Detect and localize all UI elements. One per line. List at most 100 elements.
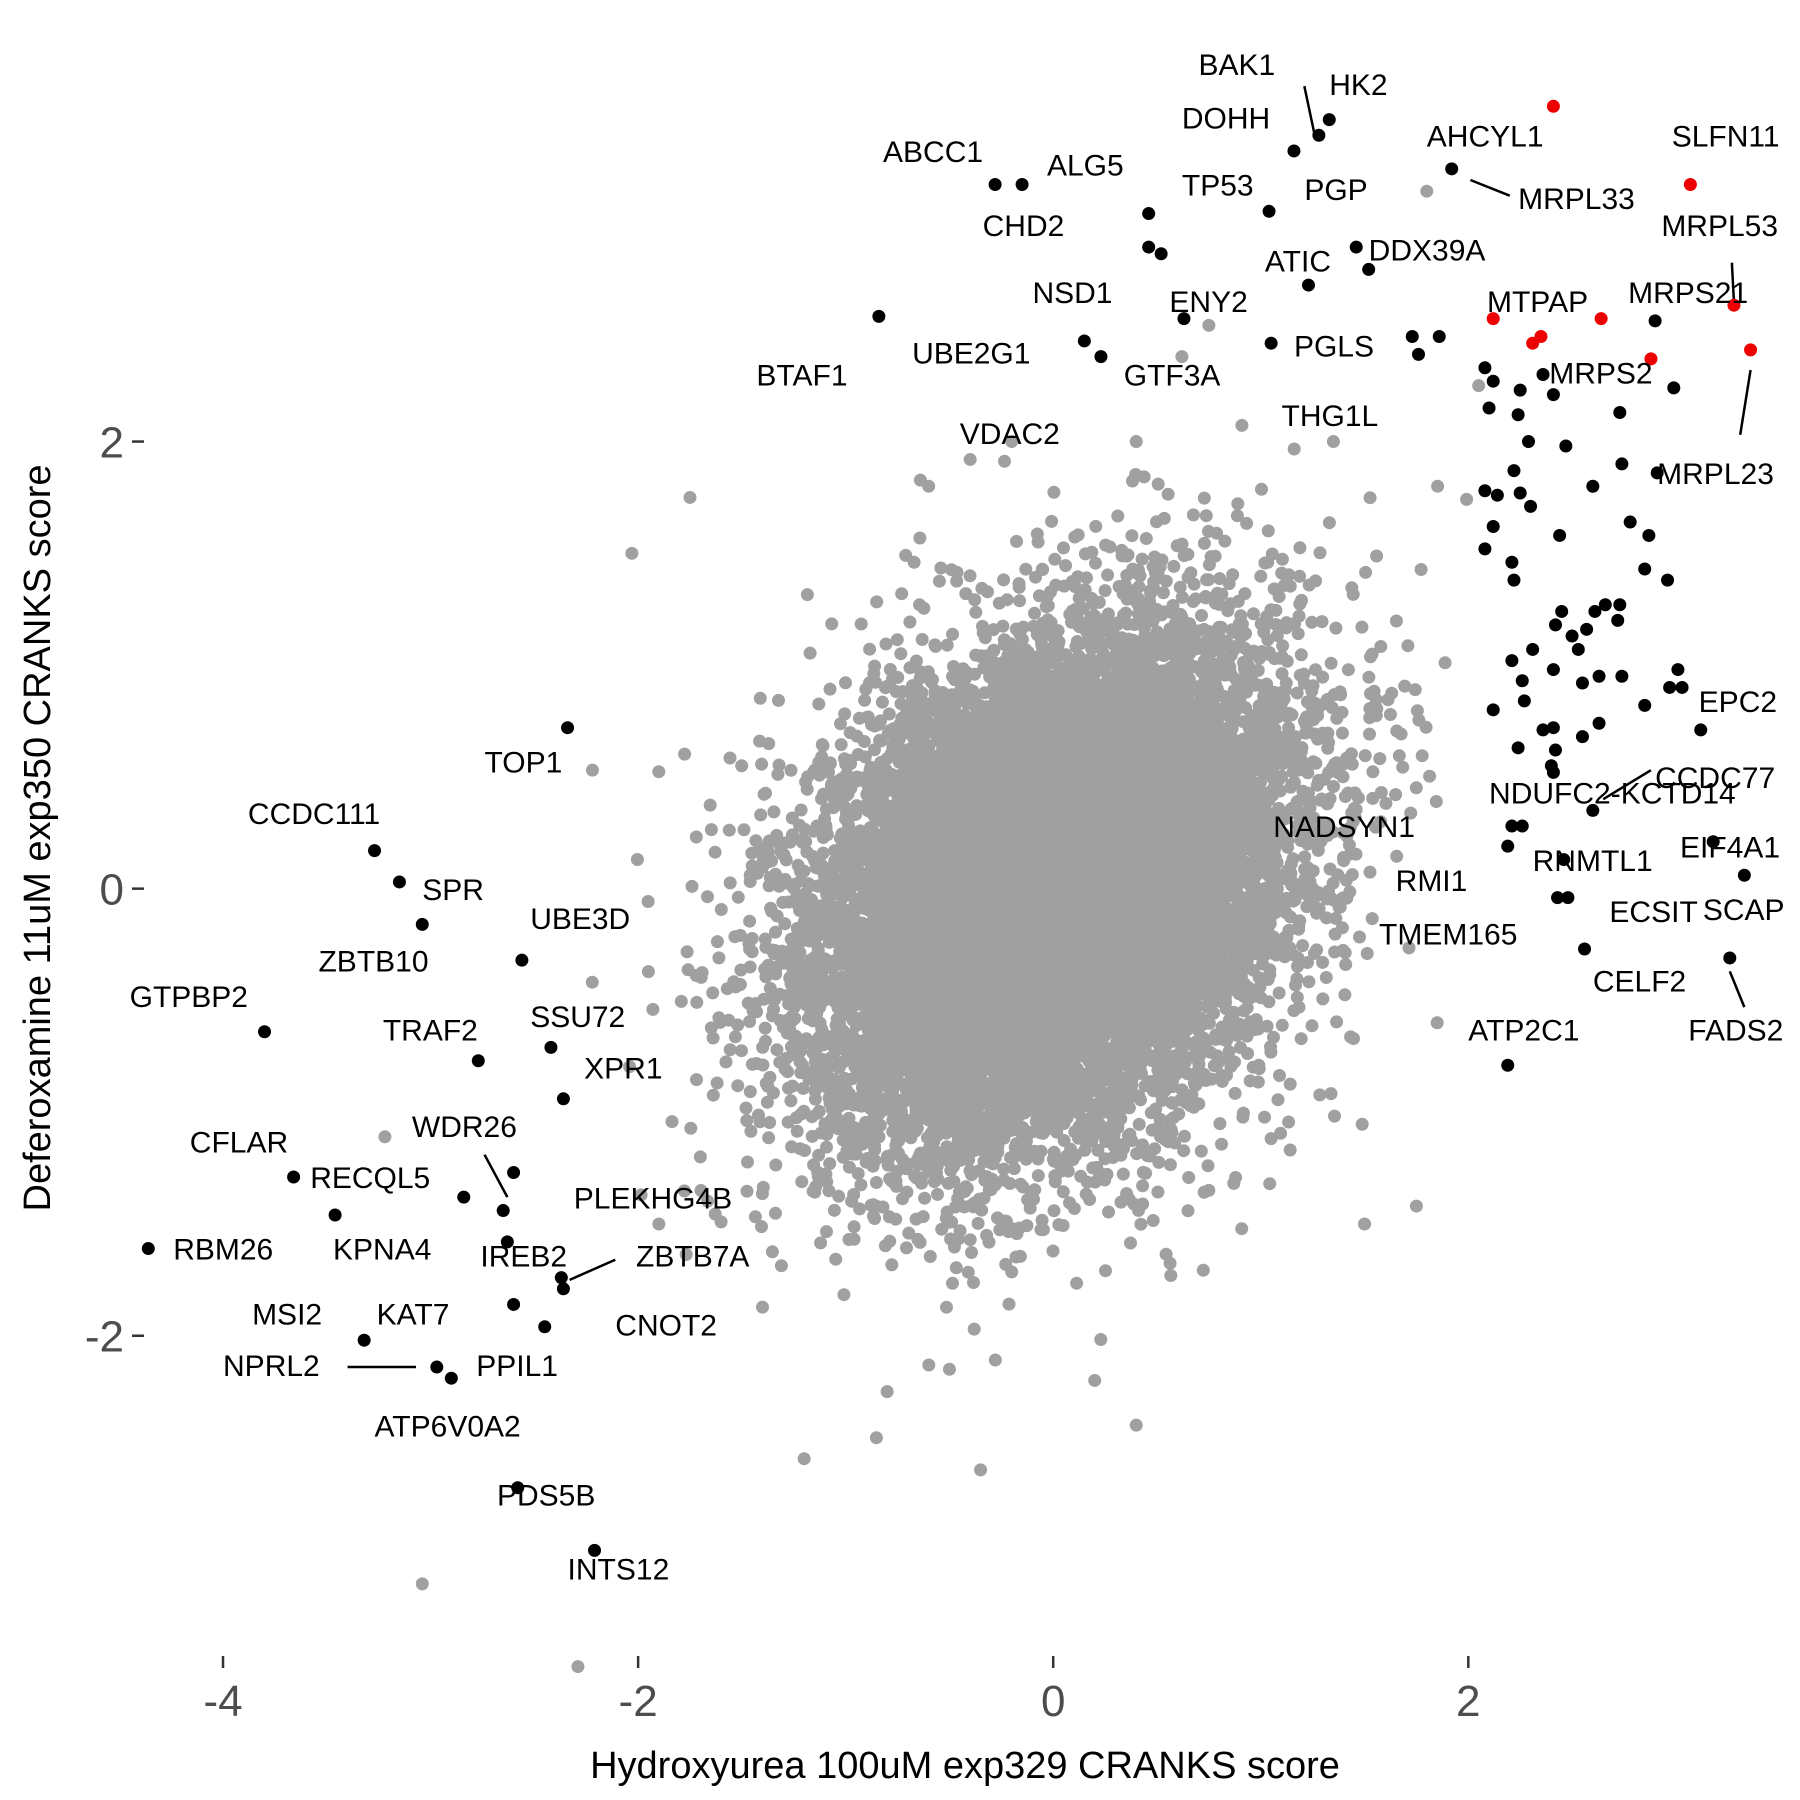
gene-label: DOHH [1182,103,1270,136]
gene-label: XPR1 [584,1053,662,1086]
y-axis-title: Deferoxamine 11uM exp350 CRANKS score [17,465,59,1212]
data-point [1482,401,1496,415]
background-point [797,1452,811,1466]
gene-label: FADS2 [1688,1015,1783,1048]
background-point [880,1385,894,1399]
gene-label: SPR [422,874,484,907]
data-point [1287,144,1301,158]
gene-label: PGP [1304,174,1367,207]
data-point [1675,680,1689,694]
data-point [1094,350,1108,364]
data-point [1548,743,1562,757]
data-point [538,1320,552,1334]
data-point [1405,329,1419,343]
gene-label: CCDC111 [248,798,380,831]
data-point [141,1242,155,1256]
data-point [1536,367,1550,381]
background-point [683,490,697,504]
data-point [1142,240,1156,254]
gene-label: DDX39A [1369,234,1486,267]
data-point [1727,298,1741,312]
gene-label: WDR26 [412,1111,517,1144]
data-point [1177,312,1191,326]
data-point [1526,642,1540,656]
data-point [1683,177,1697,191]
background-point [1175,350,1189,364]
gene-label: MTPAP [1487,286,1588,319]
background-point [1088,1373,1102,1387]
data-point [368,844,382,858]
data-point [1546,721,1560,735]
gene-label: PPIL1 [476,1350,558,1383]
x-tick-label: 0 [1041,1677,1065,1726]
data-point [1507,464,1521,478]
highlighted-points [141,99,1758,1557]
gene-labels: BAK1 HK2 DOHH ABCC1 ALG5 AHCYL1 SLFN11 TP53 PGP M… [130,49,1785,1586]
background-points [378,184,1486,1674]
data-point [988,177,1002,191]
gene-label: RBM26 [173,1234,273,1267]
data-point [1536,723,1550,737]
data-point [1588,604,1602,618]
data-point [1723,951,1737,965]
background-point [1472,379,1486,393]
data-point [1507,573,1521,587]
data-point [507,1166,521,1180]
data-point [1638,562,1652,576]
data-point [1501,1058,1515,1072]
data-point [258,1025,272,1039]
background-point [1202,318,1216,332]
data-point [500,1235,514,1249]
data-point [1513,486,1527,500]
gene-label: MRPS21 [1628,277,1748,310]
gene-label: HK2 [1329,69,1387,102]
data-point [1478,542,1492,556]
gene-label: TMEM165 [1379,919,1517,952]
gene-label: SSU72 [530,1001,625,1034]
data-point [1521,435,1535,449]
gene-label: TOP1 [485,746,563,779]
data-point [1737,868,1751,882]
gene-label: VDAC2 [960,418,1060,451]
gene-label: INTS12 [568,1553,670,1586]
data-point [1524,499,1538,513]
data-point [1505,555,1519,569]
gene-label: GTF3A [1124,360,1221,393]
data-point [1694,723,1708,737]
gene-label: ECSIT [1609,896,1697,929]
y-tick-label: 0 [100,866,124,915]
data-point [496,1204,510,1218]
gene-label: KAT7 [377,1299,450,1332]
data-point [1349,240,1363,254]
x-tick-label: 2 [1456,1677,1480,1726]
x-axis-title: Hydroxyurea 100uM exp329 CRANKS score [590,1745,1340,1787]
gene-label: CNOT2 [615,1310,717,1343]
data-point [1515,674,1529,688]
data-point [1142,207,1156,221]
gene-label: UBE3D [530,903,630,936]
data-point [1432,329,1446,343]
data-point [1501,839,1515,853]
data-point [1667,381,1681,395]
data-point [544,1040,558,1054]
data-point [1551,891,1565,905]
data-point [392,875,406,889]
data-point [1586,479,1600,493]
data-point [1598,598,1612,612]
data-point [1262,204,1276,218]
gene-label: RECQL5 [310,1162,430,1195]
gene-label: ATIC [1265,246,1331,279]
gene-label: NADSYN1 [1273,811,1415,844]
data-point [1517,694,1531,708]
gene-label: ABCC1 [883,136,983,169]
gene-label: NPRL2 [223,1350,320,1383]
gene-label: RMI1 [1396,865,1468,898]
data-point [1490,488,1504,502]
leader-line [569,1258,616,1281]
gene-label: SLFN11 [1672,120,1780,153]
gene-label: UBE2G1 [912,337,1030,370]
background-point [1129,435,1143,449]
x-tick-label: -4 [203,1677,242,1726]
leader-lines [347,85,1752,1369]
